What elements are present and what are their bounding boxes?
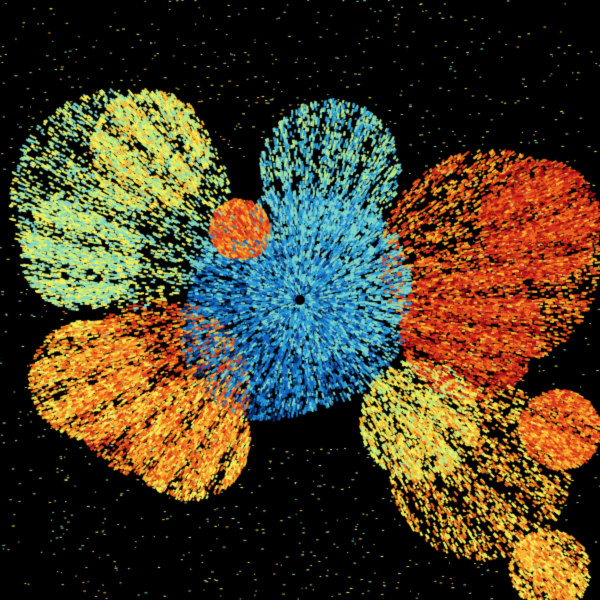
radar-scan-image xyxy=(0,0,600,600)
